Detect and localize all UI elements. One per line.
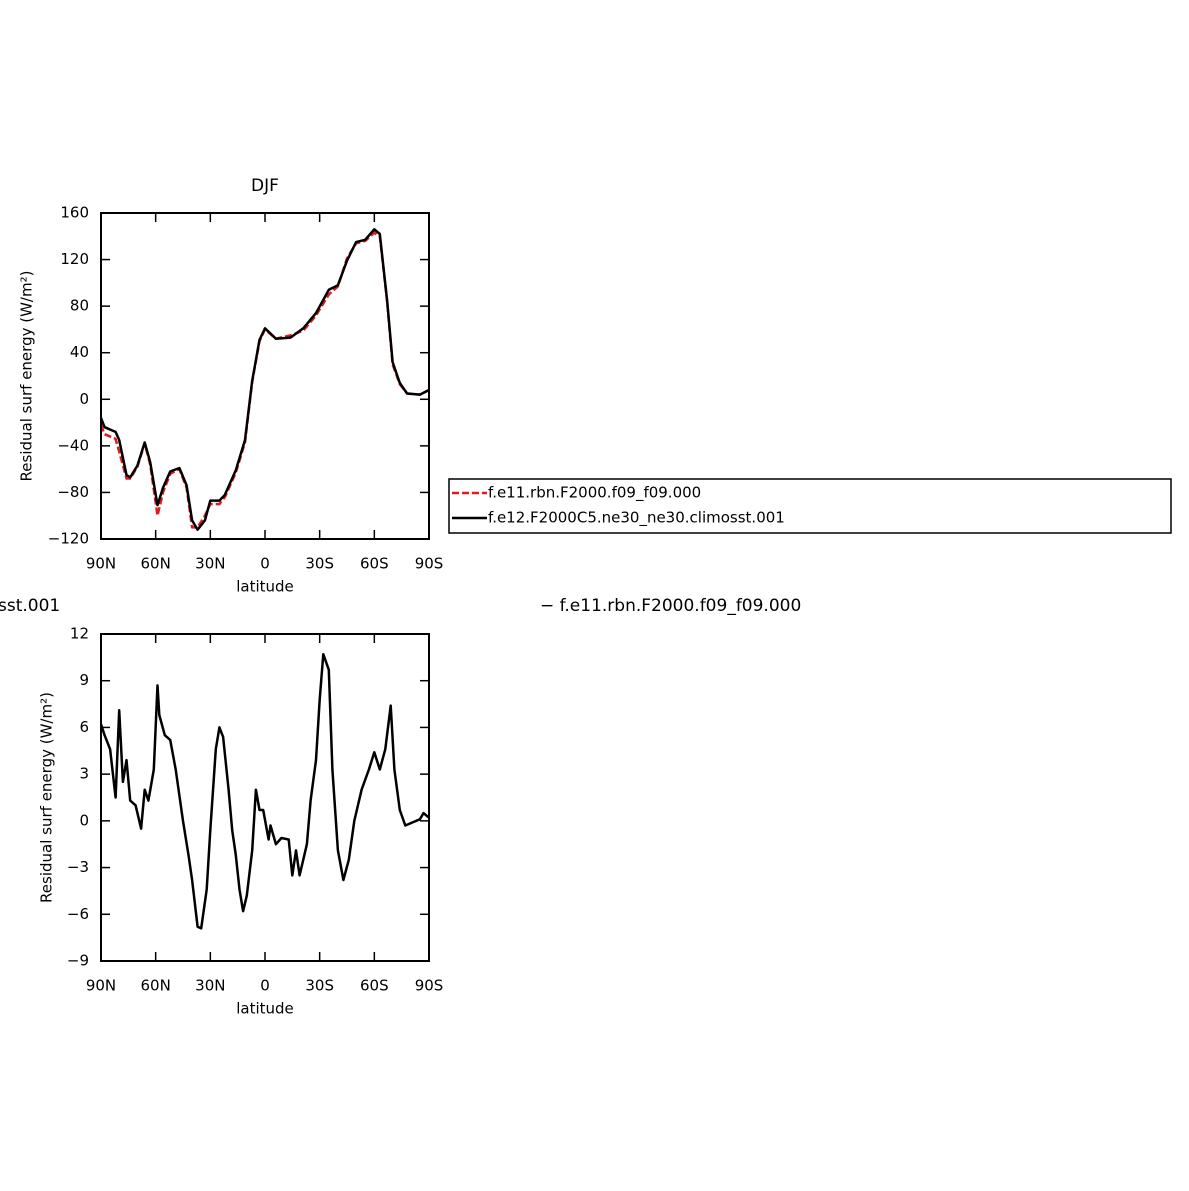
y-tick-label: 160 — [60, 204, 89, 222]
x-axis-label: latitude — [236, 578, 294, 596]
x-tick-label: 60N — [141, 977, 171, 995]
y-tick-label: −3 — [67, 858, 89, 876]
x-tick-label: 30N — [195, 555, 225, 573]
x-tick-label: 90N — [86, 977, 116, 995]
y-tick-label: 3 — [79, 765, 89, 783]
x-tick-label: 90S — [415, 555, 444, 573]
y-tick-label: 12 — [70, 625, 89, 643]
chart-title: DJF — [251, 176, 279, 196]
y-tick-label: −80 — [57, 483, 89, 501]
y-tick-label: 80 — [70, 297, 89, 315]
data-line — [99, 231, 430, 529]
y-tick-label: 120 — [60, 250, 89, 268]
y-tick-label: −9 — [67, 952, 89, 970]
x-tick-label: 30S — [305, 977, 334, 995]
y-tick-label: 9 — [79, 671, 89, 689]
y-axis-label: Residual surf energy (W/m²) — [18, 271, 36, 482]
x-tick-label: 30S — [305, 555, 334, 573]
y-tick-label: 6 — [79, 718, 89, 736]
x-tick-label: 0 — [260, 555, 270, 573]
annotation: sst.001 — [0, 596, 60, 616]
y-tick-label: −40 — [57, 436, 89, 454]
data-line — [99, 652, 430, 930]
y-tick-label: −6 — [67, 905, 89, 923]
legend-label: f.e11.rbn.F2000.f09_f09.000 — [488, 484, 701, 503]
y-axis-label: Residual surf energy (W/m²) — [38, 692, 56, 903]
x-tick-label: 90S — [415, 977, 444, 995]
annotation: − f.e11.rbn.F2000.f09_f09.000 — [540, 596, 801, 616]
y-tick-label: −120 — [48, 530, 89, 548]
x-tick-label: 30N — [195, 977, 225, 995]
legend-box — [448, 478, 1172, 534]
plot-frame — [100, 212, 430, 540]
data-line — [99, 228, 430, 531]
x-tick-label: 90N — [86, 555, 116, 573]
x-tick-label: 0 — [260, 977, 270, 995]
x-tick-label: 60S — [360, 555, 389, 573]
plot-frame — [100, 633, 430, 962]
x-axis-label: latitude — [236, 1000, 294, 1018]
legend-label: f.e12.F2000C5.ne30_ne30.climosst.001 — [488, 509, 785, 528]
x-tick-label: 60S — [360, 977, 389, 995]
x-tick-label: 60N — [141, 555, 171, 573]
y-tick-label: 40 — [70, 343, 89, 361]
y-tick-label: 0 — [79, 811, 89, 829]
y-tick-label: 0 — [79, 390, 89, 408]
